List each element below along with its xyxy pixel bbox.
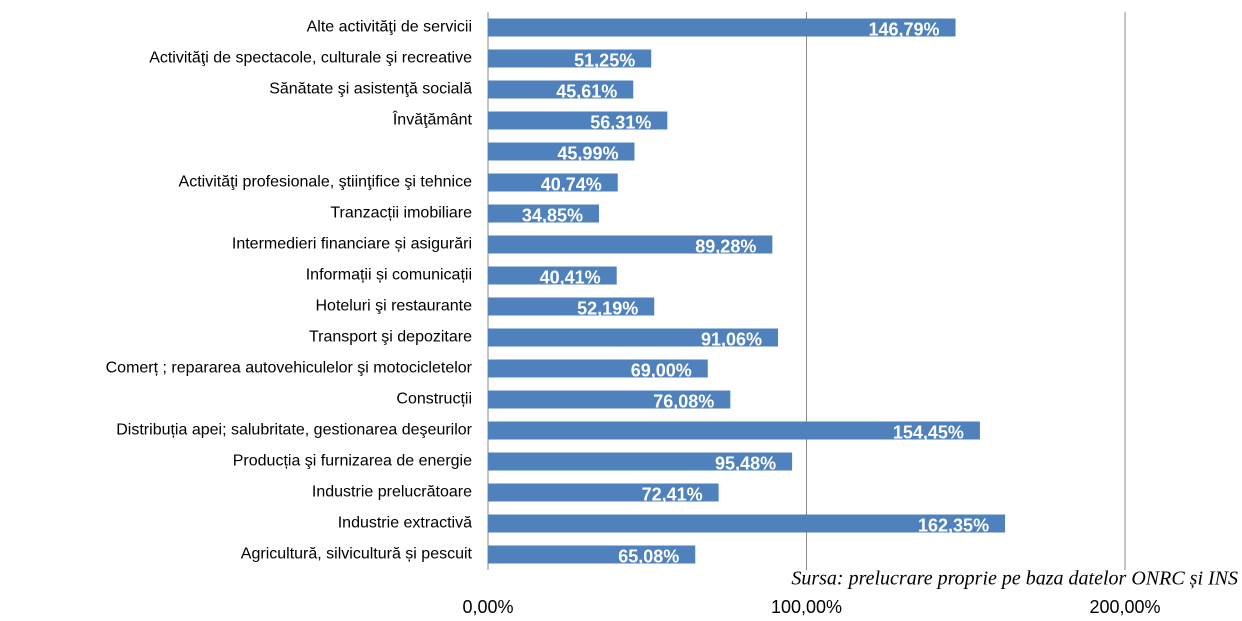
bar xyxy=(488,80,634,99)
data-label: 34,85% xyxy=(522,205,583,225)
bar xyxy=(488,235,773,254)
bar xyxy=(488,142,635,161)
x-tick-label: 0,00% xyxy=(462,597,513,617)
data-label: 91,06% xyxy=(701,329,762,349)
y-tick-label: Construcții xyxy=(396,391,472,408)
data-label: 76,08% xyxy=(653,391,714,411)
data-label: 52,19% xyxy=(577,298,638,318)
y-tick-label: Comerț ; repararea autovehiculelor şi mo… xyxy=(106,360,473,377)
bar xyxy=(488,390,731,409)
data-label: 65,08% xyxy=(618,546,679,566)
data-label: 45,99% xyxy=(557,143,618,163)
bar xyxy=(488,514,1006,533)
bar xyxy=(488,111,668,130)
bar xyxy=(488,421,980,440)
data-label: 51,25% xyxy=(574,50,635,70)
y-tick-label: Sănătate şi asistenţă socială xyxy=(269,81,472,98)
y-tick-label: Hoteluri şi restaurante xyxy=(315,298,472,315)
y-tick-label: Intermedieri financiare și asigurări xyxy=(232,236,472,253)
y-tick-label: Activităţi profesionale, ştiinţifice şi … xyxy=(179,174,473,191)
y-tick-label: Industrie prelucrătoare xyxy=(312,484,472,501)
y-tick-label: Activităţi de spectacole, culturale şi r… xyxy=(149,50,472,67)
y-tick-label: Învăţământ xyxy=(392,110,473,129)
data-label: 72,41% xyxy=(642,484,703,504)
data-label: 154,45% xyxy=(893,422,964,442)
bar xyxy=(488,297,655,316)
data-label: 89,28% xyxy=(695,236,756,256)
y-tick-label: Alte activităţi de servicii xyxy=(307,19,472,36)
y-tick-label: Transport şi depozitare xyxy=(309,329,472,346)
bar xyxy=(488,18,956,37)
source-note: Sursa: prelucrare proprie pe baza datelo… xyxy=(791,568,1238,590)
data-label: 146,79% xyxy=(868,19,939,39)
bar xyxy=(488,483,719,502)
bar xyxy=(488,328,779,347)
y-tick-label: Distribuția apei; salubritate, gestionar… xyxy=(116,422,472,439)
bar xyxy=(488,545,696,564)
data-label: 45,61% xyxy=(556,81,617,101)
y-tick-label: Industrie extractivă xyxy=(338,515,472,532)
data-label: 40,74% xyxy=(541,174,602,194)
data-label: 162,35% xyxy=(918,515,989,535)
y-tick-label: Producția şi furnizarea de energie xyxy=(233,453,472,470)
data-label: 56,31% xyxy=(590,112,651,132)
y-tick-label: Informații și comunicații xyxy=(306,267,472,284)
bar xyxy=(488,49,652,68)
y-tick-label: Tranzacții imobiliare xyxy=(330,205,472,222)
data-label: 40,41% xyxy=(540,267,601,287)
bar xyxy=(488,173,618,192)
bar xyxy=(488,359,708,378)
x-tick-label: 200,00% xyxy=(1089,597,1160,617)
data-label: 69,00% xyxy=(631,360,692,380)
bar xyxy=(488,452,793,471)
bar xyxy=(488,266,617,285)
bar xyxy=(488,204,599,223)
data-label: 95,48% xyxy=(715,453,776,473)
y-tick-label: Agricultură, silvicultură și pescuit xyxy=(241,546,473,563)
x-tick-label: 100,00% xyxy=(771,597,842,617)
